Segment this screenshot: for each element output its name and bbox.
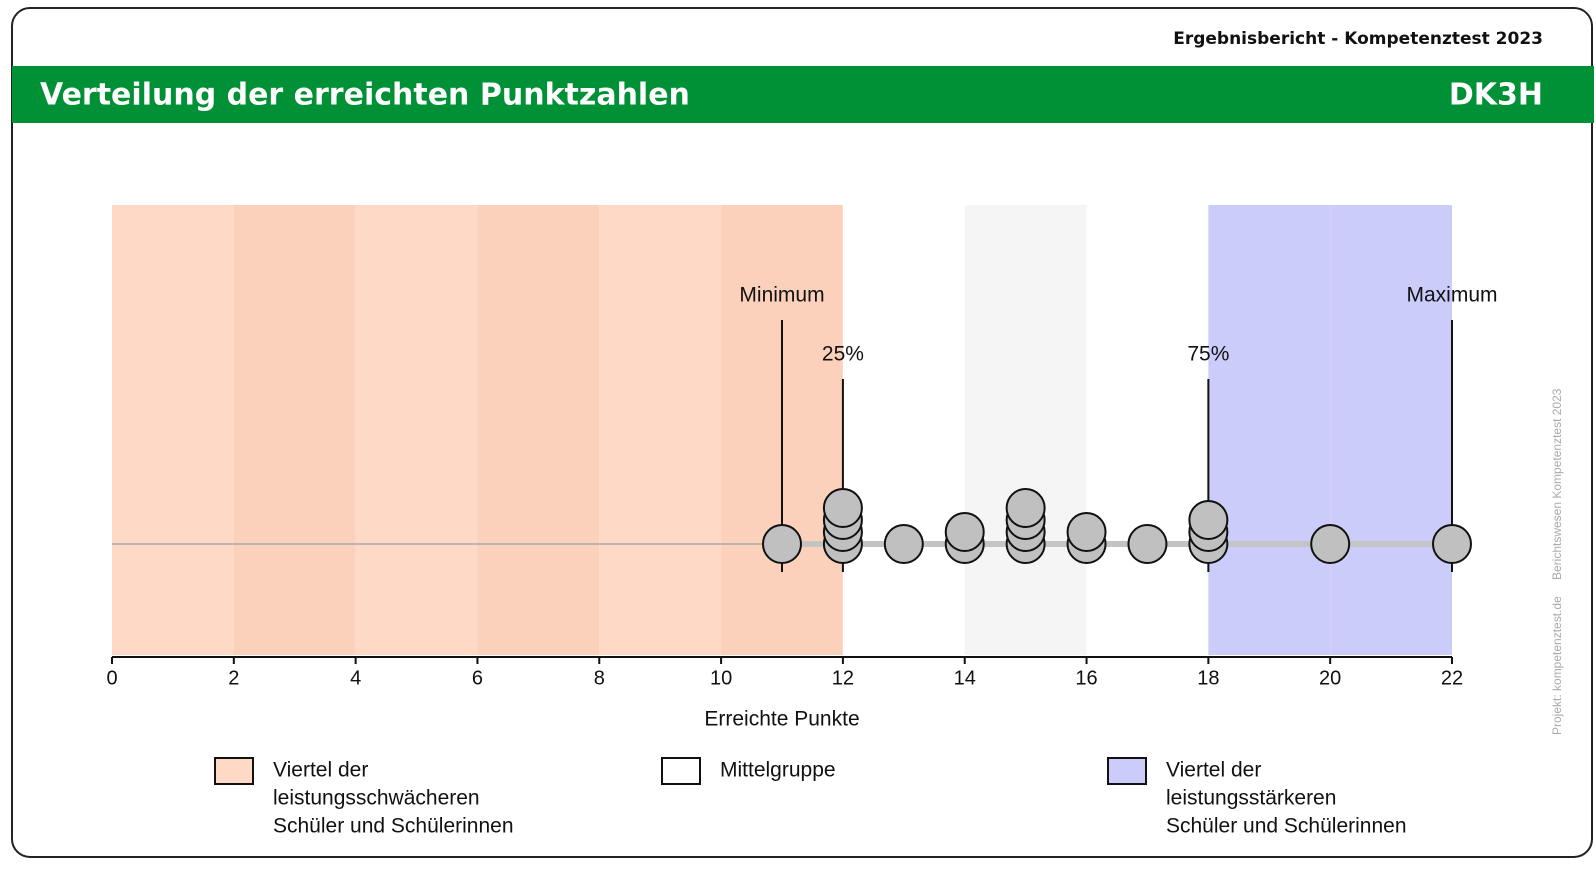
code: DK3H [1449, 78, 1543, 113]
band-stripe [842, 205, 965, 655]
x-tick-label: 14 [954, 667, 976, 689]
band-stripe [599, 205, 722, 655]
chart-title: Verteilung der erreichten Punktzahlen [40, 78, 690, 113]
marker-label: Minimum [739, 284, 824, 307]
legend-label: Viertel der [1166, 759, 1261, 782]
dot [1066, 512, 1107, 552]
x-tick-label: 10 [710, 667, 732, 689]
dot [762, 524, 802, 564]
dot [1188, 500, 1229, 540]
legend-label: leistungsstärkeren [1166, 787, 1336, 810]
dot [1432, 524, 1472, 564]
x-tick-label: 12 [832, 667, 854, 689]
header: Ergebnisbericht - Kompetenztest 2023 [1173, 29, 1543, 49]
x-tick-label: 22 [1441, 667, 1463, 689]
dot [822, 488, 863, 528]
marker-label: Maximum [1406, 284, 1497, 307]
x-tick-label: 20 [1319, 667, 1341, 689]
x-tick-label: 6 [472, 667, 483, 689]
band-stripe [1330, 205, 1452, 655]
legend-label: Mittelgruppe [720, 759, 836, 782]
band-stripe [233, 205, 356, 655]
band-stripe [964, 205, 1087, 655]
legend-label: Schüler und Schülerinnen [1166, 815, 1407, 838]
x-axis-label: Erreichte Punkte [704, 708, 859, 731]
x-tick-label: 4 [350, 667, 361, 689]
marker-label: 25% [822, 343, 864, 366]
dot [1127, 524, 1168, 564]
side-text: Projekt: kompetenztest.de [1550, 596, 1564, 735]
band-stripe [112, 205, 234, 655]
x-tick-label: 18 [1197, 667, 1219, 689]
marker-label: 75% [1187, 343, 1229, 366]
dot [1005, 488, 1046, 528]
band-stripe [1208, 205, 1331, 655]
x-tick-label: 8 [594, 667, 605, 689]
x-tick-label: 2 [228, 667, 239, 689]
legend-label: Viertel der [273, 759, 368, 782]
dot [883, 524, 924, 564]
band-stripe [1086, 205, 1209, 655]
legend-swatch [214, 757, 254, 785]
side-text: Berichtswesen Kompetenztest 2023 [1550, 388, 1564, 580]
dot [944, 512, 985, 552]
band-stripe [355, 205, 478, 655]
legend-swatch [1107, 757, 1147, 785]
x-tick-label: 0 [106, 667, 117, 689]
x-tick-label: 16 [1075, 667, 1097, 689]
dot [1310, 524, 1351, 564]
title-bar [12, 66, 1594, 123]
legend-label: leistungsschwächeren [273, 787, 480, 810]
legend-swatch [661, 757, 701, 785]
legend-label: Schüler und Schülerinnen [273, 815, 514, 838]
band-stripe [477, 205, 600, 655]
